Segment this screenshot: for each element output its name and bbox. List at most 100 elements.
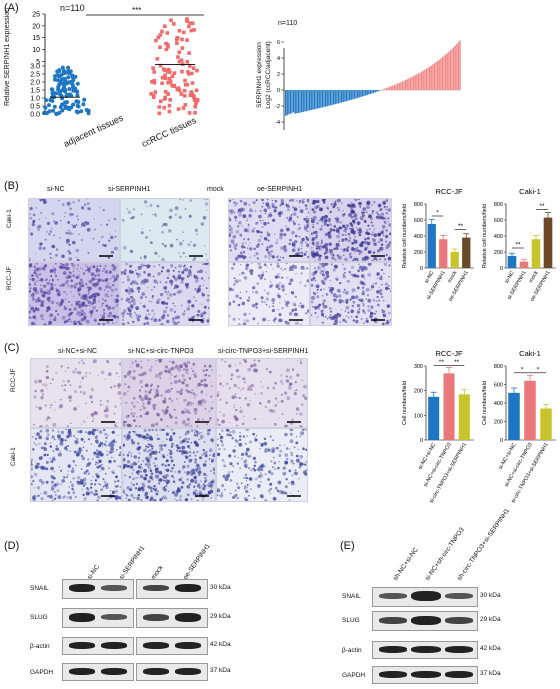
category-label: mock [528,270,540,284]
sig-label: ** [454,359,460,366]
bar [531,239,541,268]
svg-text:20: 20 [32,23,40,30]
col-b-mock: mock [207,186,224,193]
y-tick-label: 800 [494,364,503,370]
svg-text:15: 15 [32,35,40,42]
svg-text:2.5: 2.5 [30,72,40,79]
row-b-rccjf: RCC-JF [6,266,13,290]
waterfall-plot: 6 4 2 0 -2 -4 [275,40,461,130]
micro-c6 [216,428,308,502]
y-tick-label: 200 [414,250,423,256]
bar [524,380,536,440]
micro-c4 [30,428,122,502]
panel-e-label: (E) [340,540,355,552]
micro-c1 [30,358,122,428]
bar [458,394,470,440]
bar [508,392,520,440]
y-tick-label: 600 [414,218,423,224]
svg-text:6: 6 [277,40,280,46]
col-b-sinc: si-NC [47,186,65,193]
panel-b-label: (B) [4,180,19,192]
kda-e-37: 37 kDa [480,670,501,677]
micro-c2 [122,358,216,428]
chart-ylabel: Relative cell numbers/field [402,204,408,268]
sig-label: ** [458,223,464,230]
svg-text:2.0: 2.0 [30,80,40,87]
micro-b1 [28,198,120,262]
chart-ylabel: Relative cell numbers/field [482,204,488,268]
wf-ylabel2: Log2 (ccRCC/adjacent) [265,41,272,109]
kda-d-29: 29 kDa [210,613,231,620]
category-label: si-NC [504,270,516,285]
prot-d-gapdh: GAPDH [30,669,54,676]
kda-d-30: 30 kDa [210,584,231,591]
bar [427,224,436,268]
y-tick-label: 0 [500,266,503,272]
col-b-oeserpinh1: oe-SERPINH1 [257,186,303,193]
bar [450,252,459,268]
col-c-1: si-NC+si-NC [58,348,98,355]
wf-ylabel1: SERPINH1 expression [256,42,263,108]
blot-d-actin-a [62,637,134,655]
svg-text:2: 2 [277,72,280,78]
panel-d-label: (D) [4,540,20,552]
svg-text:0: 0 [277,88,280,94]
blot-d-gapdh-b [136,663,208,681]
kda-d-37: 37 kDa [210,667,231,674]
micro-b4 [310,198,392,262]
prot-d-bactin: β-actin [30,643,50,650]
prot-e-snail: SNAIL [342,593,361,600]
blot-d-actin-b [136,637,208,655]
micro-b3 [228,198,310,262]
blot-d-slug-a [62,608,134,628]
kda-e-30: 30 kDa [480,592,501,599]
svg-text:-2: -2 [275,104,280,110]
y-tick-label: 400 [414,234,423,240]
micro-b6 [120,262,210,326]
y-tick-label: 400 [494,234,503,240]
y-tick-label: 0 [420,438,423,444]
bar-chart-b-caki1: Caki-1 Relative cell numbers/field 0 200 400… [482,187,556,303]
prot-e-bactin: β-actin [342,647,362,654]
y-tick-label: 800 [414,202,423,208]
chart-title: RCC-JF [435,187,462,196]
blot-d-gapdh-a [62,663,134,681]
svg-text:-4: -4 [275,120,280,126]
svg-text:25: 25 [32,12,40,19]
sig-label: ** [539,203,545,210]
row-c-caki1: Caki-1 [10,447,17,466]
chart-title: RCC-JF [435,349,462,358]
col-c-2: si-NC+si-circ-TNPO3 [128,348,194,355]
sig-label: ** [439,359,445,366]
kda-d-42: 42 kDa [210,641,231,648]
svg-text:1.5: 1.5 [30,88,40,95]
svg-text:10: 10 [32,47,40,54]
chart-title: Caki-1 [519,349,541,358]
n-label-right: n=110 [278,20,298,27]
n-label-left: n=110 [60,3,85,13]
y-tick-label: 600 [494,218,503,224]
micro-b5 [28,262,120,326]
kda-e-42: 42 kDa [480,645,501,652]
y-tick-label: 200 [414,389,423,395]
lane-d-2: si-SERPINH1 [118,544,147,582]
panel-c-label: (C) [4,342,20,354]
bar [519,261,529,268]
col-b-siserpinh1: si-SERPINH1 [108,186,151,193]
col-c-3: si-circ-TNPO3+si-SERPINH1 [218,348,309,355]
bar [540,408,552,440]
row-c-rccjf: RCC-JF [10,368,17,392]
svg-text:3.0: 3.0 [30,64,40,71]
svg-text:4: 4 [277,56,280,62]
prot-d-slug: SLUG [30,614,48,621]
svg-text:0.5: 0.5 [30,104,40,111]
prot-e-gapdh: GAPDH [342,672,366,679]
micro-c3 [216,358,308,428]
y-tick-label: 600 [494,383,503,389]
sig-label: * [436,210,439,217]
bar-chart-b-rccjf: RCC-JF Relative cell numbers/field 0 200 400… [402,187,474,303]
blot-e-slug [372,611,478,631]
kda-e-29: 29 kDa [480,616,501,623]
row-b-caki1: Caki-1 [6,209,13,228]
